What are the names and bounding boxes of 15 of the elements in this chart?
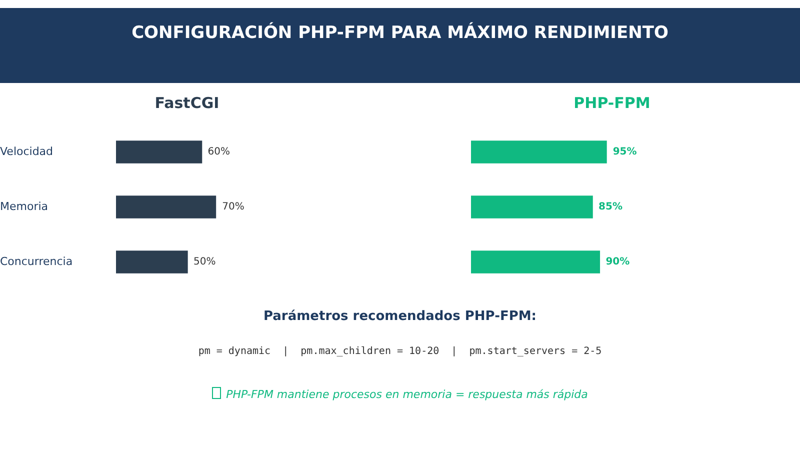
data-label: 90% bbox=[606, 256, 630, 268]
text: pm = dynamic | pm.max_children = 10-20 | pm.start_servers = 2-5 bbox=[198, 346, 602, 357]
chart-title: FastCGI bbox=[154, 94, 220, 112]
text: Parámetros recomendados PHP-FPM: bbox=[262, 309, 538, 324]
text: CONFIGURACIÓN PHP-FPM PARA MÁXIMO RENDIMIENTO bbox=[130, 23, 670, 43]
y-tick-label: Velocidad bbox=[0, 144, 54, 158]
chart-title: PHP-FPM bbox=[572, 94, 652, 112]
text: PHP-FPM mantiene procesos en memoria = respuesta más rápida bbox=[226, 388, 588, 401]
y-tick-label: Memoria bbox=[0, 200, 48, 213]
data-label: 50% bbox=[194, 256, 216, 268]
data-label: 70% bbox=[222, 202, 244, 213]
data-label: 95% bbox=[612, 146, 637, 158]
y-tick-label: Concurrencia bbox=[0, 254, 73, 268]
data-label: 60% bbox=[208, 146, 230, 158]
data-label: 85% bbox=[598, 202, 622, 213]
